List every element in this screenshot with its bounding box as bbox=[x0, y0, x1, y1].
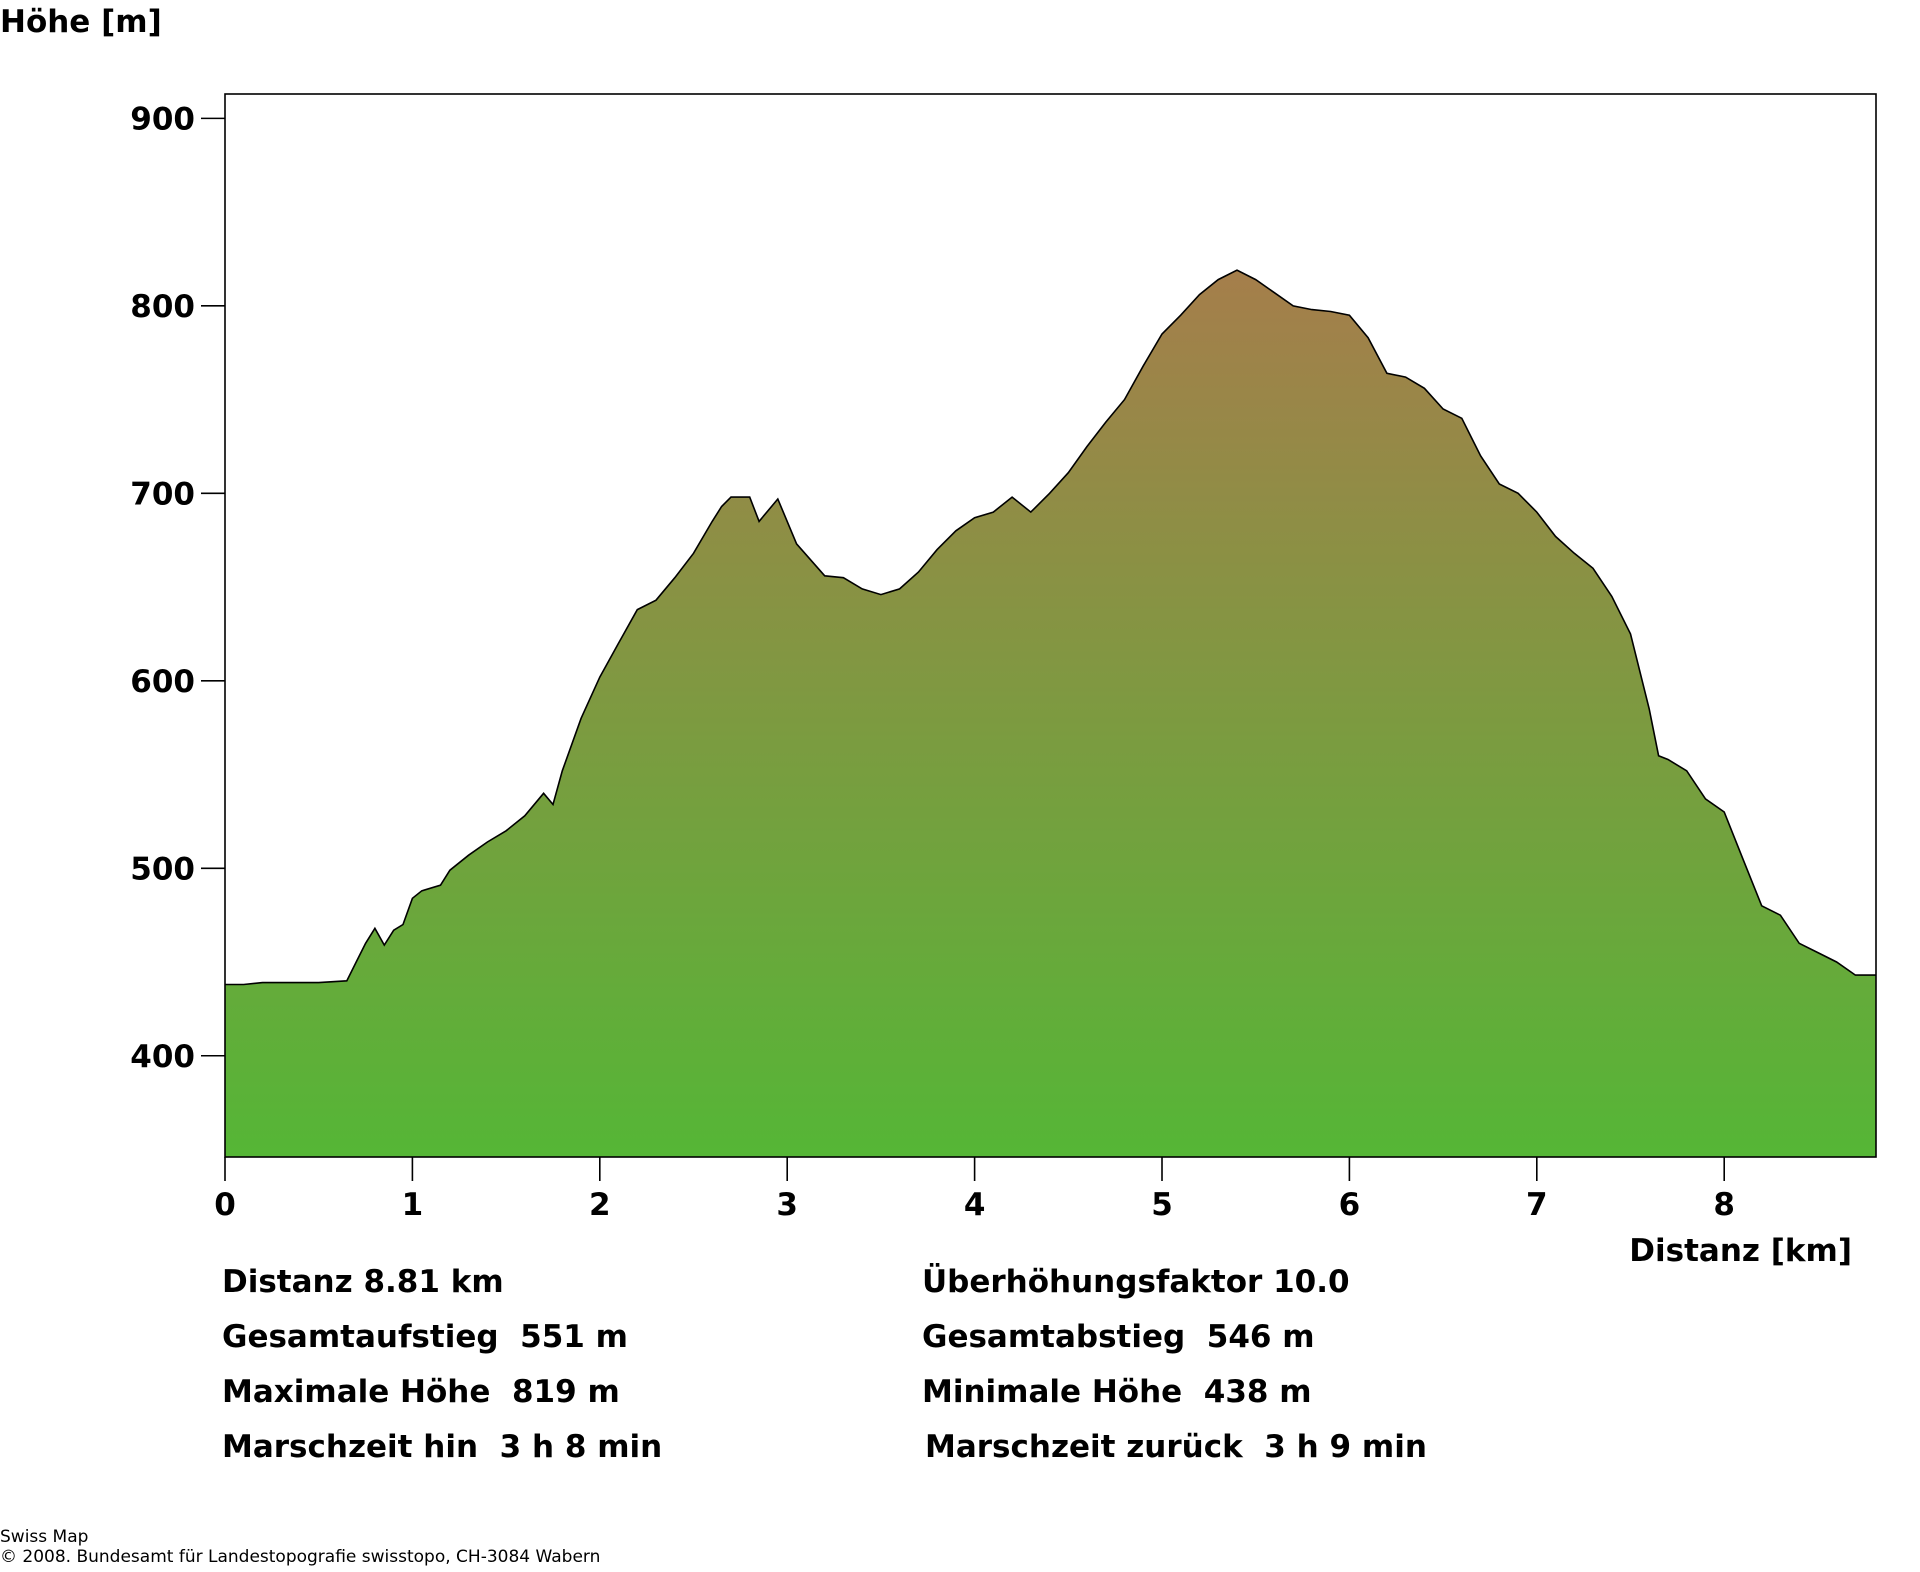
elevation-line bbox=[225, 269, 1876, 986]
x-tick-label: 1 bbox=[402, 1187, 424, 1223]
footer-source: Swiss Map bbox=[0, 1527, 89, 1547]
stat-walk-time-return: Marschzeit zurück 3 h 9 min bbox=[925, 1429, 1427, 1465]
x-tick-label: 6 bbox=[1339, 1187, 1361, 1223]
x-tick-label: 5 bbox=[1151, 1187, 1173, 1223]
stat-min-elevation: Minimale Höhe 438 m bbox=[922, 1374, 1312, 1410]
y-axis-title: Höhe [m] bbox=[0, 4, 162, 40]
x-tick-label: 0 bbox=[214, 1187, 236, 1223]
x-tick-label: 7 bbox=[1526, 1187, 1548, 1223]
y-tick-label: 700 bbox=[130, 476, 195, 512]
stat-walk-time-forward: Marschzeit hin 3 h 8 min bbox=[222, 1429, 663, 1465]
x-tick-label: 4 bbox=[964, 1187, 986, 1223]
y-tick-label: 600 bbox=[130, 664, 195, 700]
y-tick-label: 900 bbox=[130, 101, 195, 137]
stat-total-descent: Gesamtabstieg 546 m bbox=[922, 1319, 1315, 1355]
x-tick-label: 3 bbox=[776, 1187, 798, 1223]
y-tick-label: 800 bbox=[130, 289, 195, 325]
stat-max-elevation: Maximale Höhe 819 m bbox=[222, 1374, 620, 1410]
elevation-area bbox=[225, 270, 1876, 1157]
x-tick-label: 8 bbox=[1713, 1187, 1735, 1223]
x-axis: 0 1 2 3 4 5 6 7 8 bbox=[214, 1157, 1735, 1223]
y-axis: 400 500 600 700 800 900 bbox=[130, 101, 225, 1075]
footer-copyright: © 2008. Bundesamt für Landestopografie s… bbox=[0, 1547, 601, 1567]
stat-distance: Distanz 8.81 km bbox=[222, 1264, 504, 1300]
x-axis-title: Distanz [km] bbox=[1629, 1233, 1852, 1269]
stat-total-ascent: Gesamtaufstieg 551 m bbox=[222, 1319, 628, 1355]
x-tick-label: 2 bbox=[589, 1187, 611, 1223]
plot-frame bbox=[224, 93, 1877, 1158]
y-tick-label: 400 bbox=[130, 1039, 195, 1075]
stat-exaggeration: Überhöhungsfaktor 10.0 bbox=[922, 1264, 1350, 1300]
y-tick-label: 500 bbox=[130, 851, 195, 887]
